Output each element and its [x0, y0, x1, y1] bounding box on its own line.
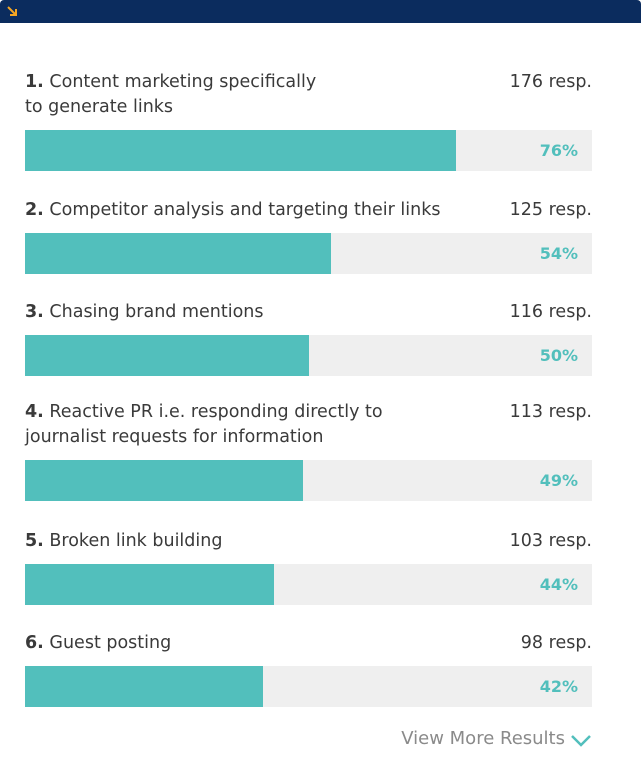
- bar: [25, 335, 309, 376]
- response-count: 103 resp.: [509, 531, 592, 551]
- bar-track: 50%: [25, 335, 592, 376]
- bar: [25, 233, 332, 274]
- item-label: 3. Chasing brand mentions: [25, 300, 264, 325]
- response-count: 113 resp.: [509, 402, 592, 422]
- label-text: Chasing brand mentions: [49, 302, 264, 322]
- rank: 5.: [25, 531, 44, 551]
- label-text: Reactive PR i.e. responding directly to: [49, 402, 383, 422]
- label-line: 5. Broken link building: [25, 529, 222, 554]
- percent-label: 44%: [539, 575, 578, 594]
- rank: 2.: [25, 200, 44, 220]
- rank: 3.: [25, 302, 44, 322]
- percent-label: 50%: [539, 346, 578, 365]
- label-line: 1. Content marketing specifically: [25, 70, 316, 95]
- response-count: 116 resp.: [509, 302, 592, 322]
- rank: 1.: [25, 72, 44, 92]
- bar-track: 54%: [25, 233, 592, 274]
- label-text: Content marketing specifically: [49, 72, 317, 92]
- label-text: Guest posting: [49, 633, 172, 653]
- view-more-link[interactable]: View More Results: [401, 728, 565, 749]
- bar: [25, 130, 456, 171]
- percent-label: 54%: [539, 244, 578, 263]
- rank: 6.: [25, 633, 44, 653]
- bar: [25, 564, 275, 605]
- percent-label: 42%: [539, 677, 578, 696]
- percent-label: 76%: [539, 141, 578, 160]
- label-line: 3. Chasing brand mentions: [25, 300, 264, 325]
- label-line: journalist requests for information: [25, 425, 383, 450]
- label-text: to generate links: [25, 97, 174, 117]
- rank: 4.: [25, 402, 44, 422]
- chevron-icon[interactable]: [570, 733, 592, 749]
- label-line: 4. Reactive PR i.e. responding directly …: [25, 400, 383, 425]
- label-line: to generate links: [25, 95, 316, 120]
- response-count: 125 resp.: [509, 200, 592, 220]
- bar: [25, 460, 303, 501]
- item-label: 6. Guest posting: [25, 631, 171, 656]
- label-line: 6. Guest posting: [25, 631, 171, 656]
- header-bar: [0, 0, 641, 23]
- bar-track: 49%: [25, 460, 592, 501]
- percent-label: 49%: [539, 471, 578, 490]
- label-text: Competitor analysis and targeting their …: [49, 200, 441, 220]
- item-label: 4. Reactive PR i.e. responding directly …: [25, 400, 383, 450]
- bar-track: 44%: [25, 564, 592, 605]
- item-label: 2. Competitor analysis and targeting the…: [25, 198, 440, 223]
- label-text: Broken link building: [49, 531, 223, 551]
- bar-track: 42%: [25, 666, 592, 707]
- item-label: 5. Broken link building: [25, 529, 222, 554]
- response-count: 98 resp.: [520, 633, 592, 653]
- bar-track: 76%: [25, 130, 592, 171]
- label-text: journalist requests for information: [25, 427, 324, 447]
- item-label: 1. Content marketing specifically to gene…: [25, 70, 316, 120]
- response-count: 176 resp.: [509, 72, 592, 92]
- expand-icon[interactable]: [6, 5, 20, 19]
- bar: [25, 666, 264, 707]
- label-line: 2. Competitor analysis and targeting the…: [25, 198, 440, 223]
